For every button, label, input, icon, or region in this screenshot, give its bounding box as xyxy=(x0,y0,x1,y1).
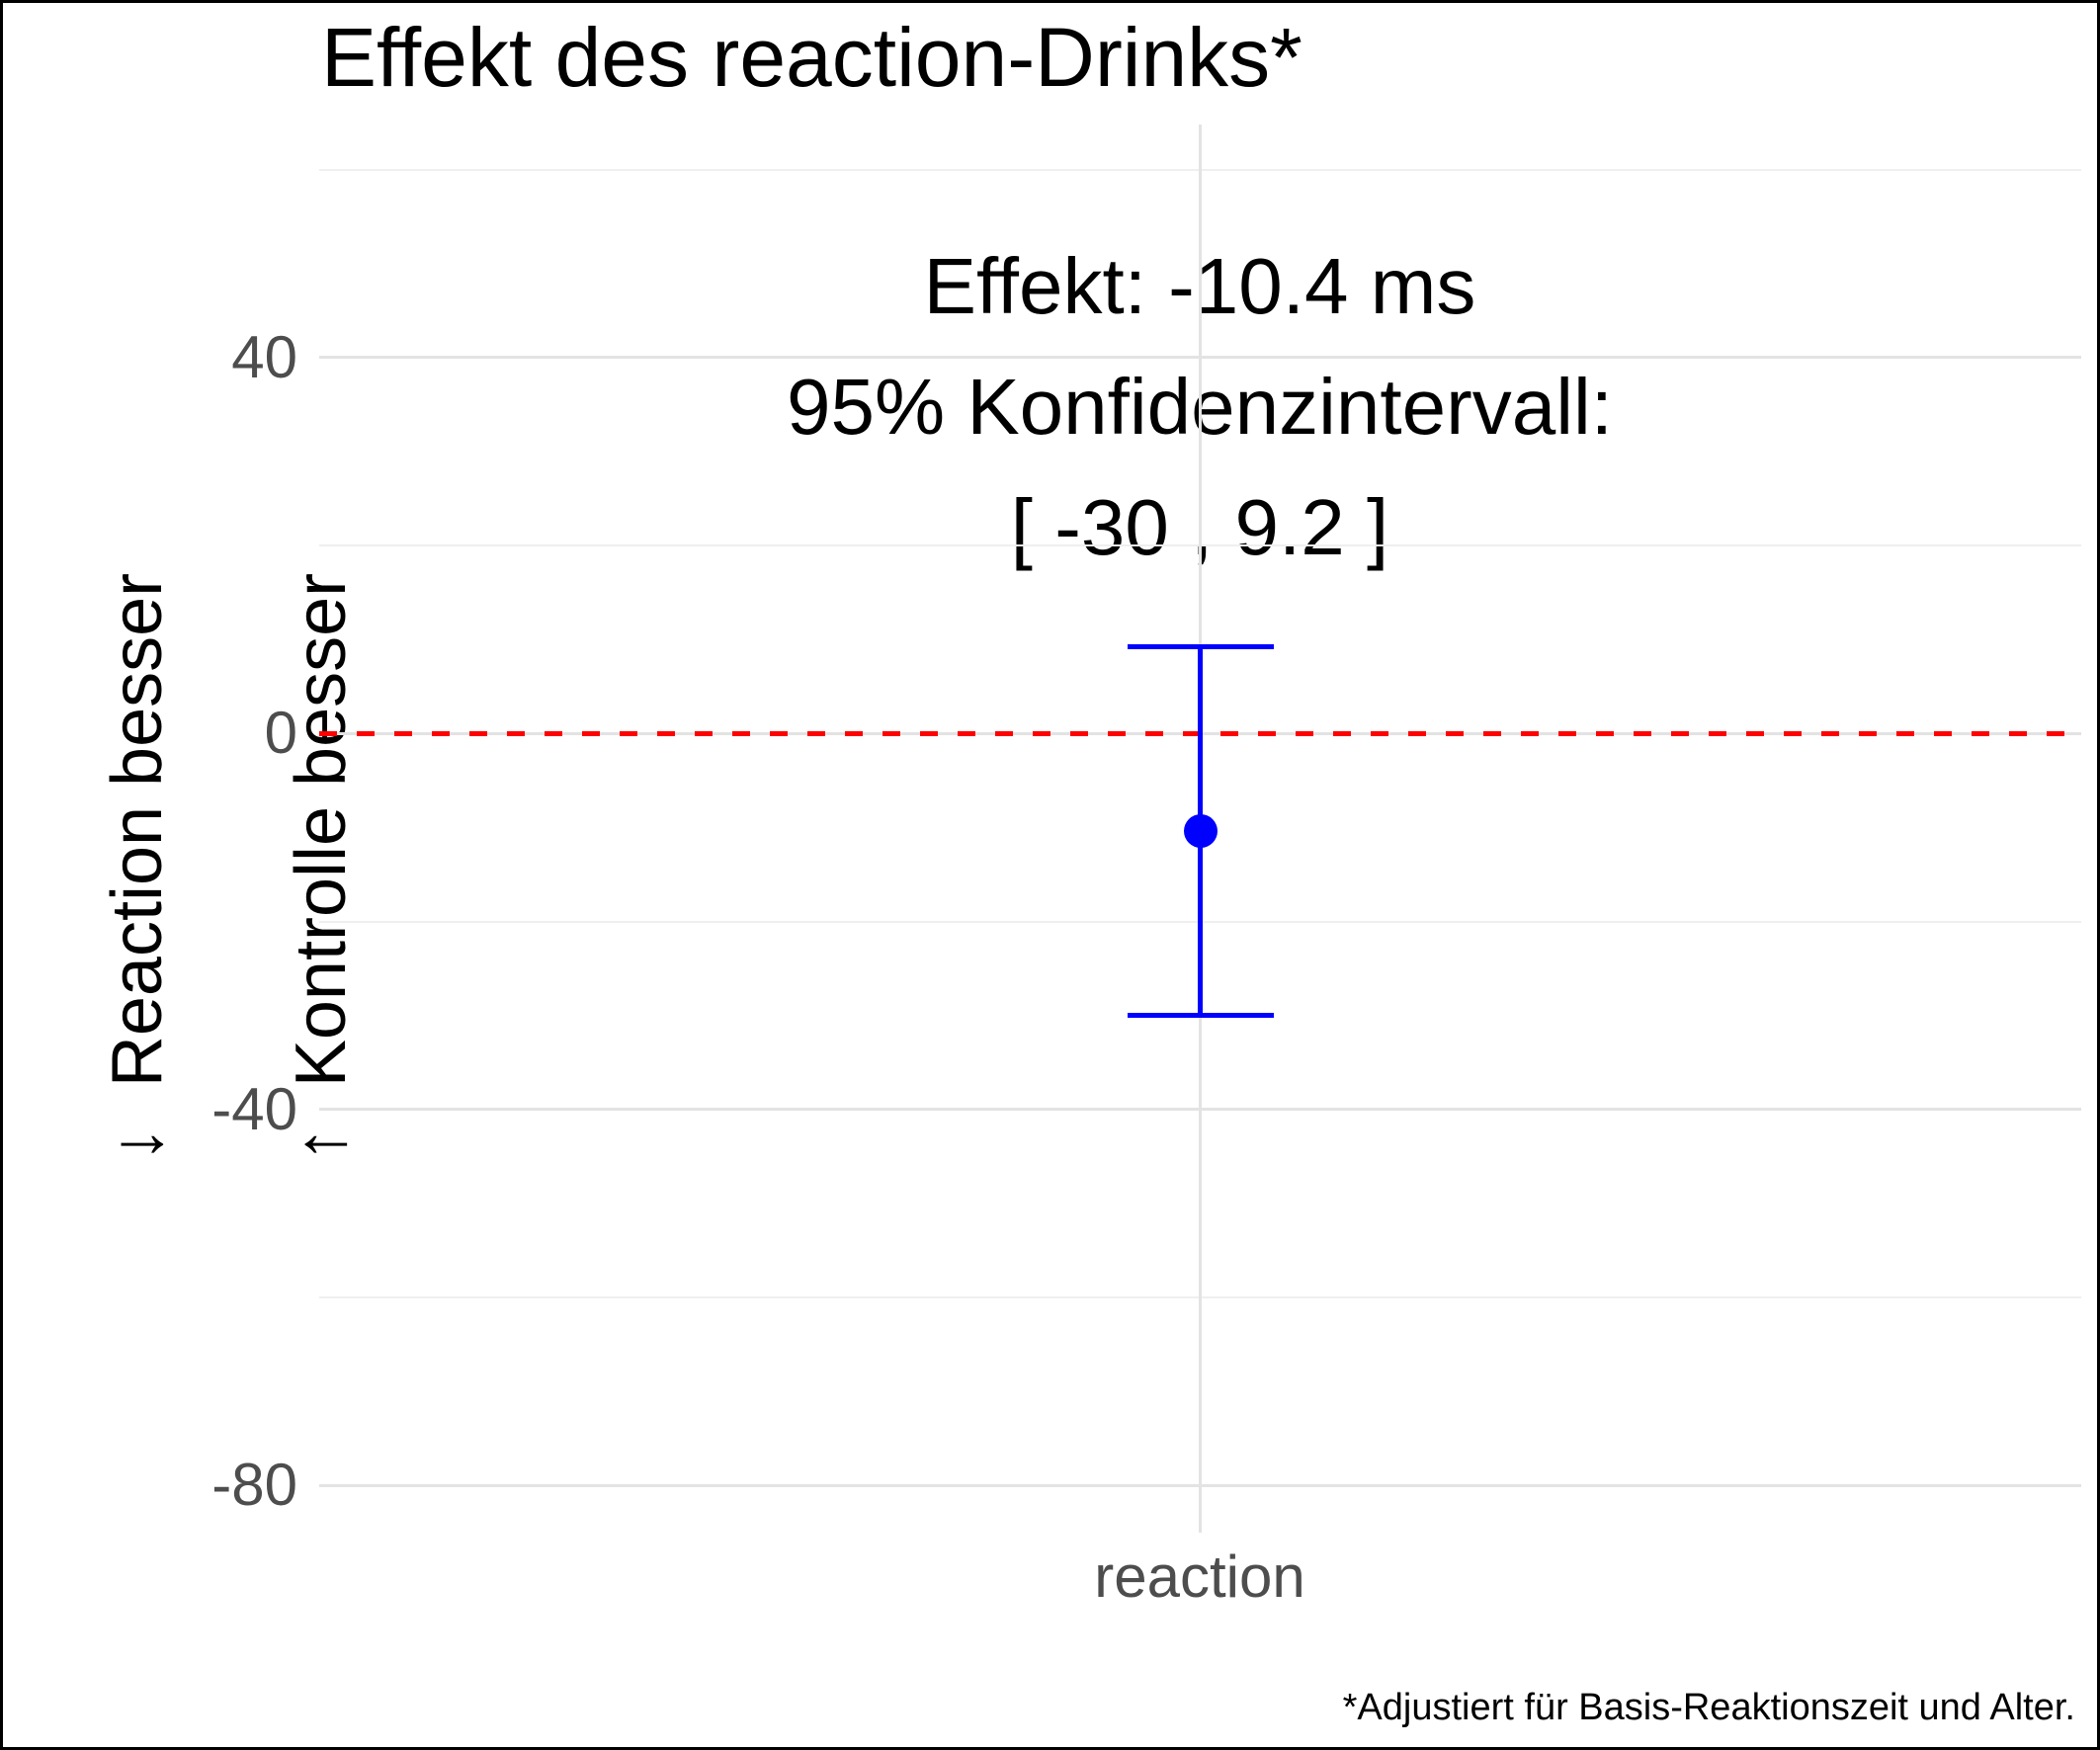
y-axis-tick-label: 40 xyxy=(231,323,297,390)
plot-panel xyxy=(319,125,2081,1533)
y-axis-tick-label: -80 xyxy=(211,1452,297,1519)
chart-title: Effekt des reaction-Drinks* xyxy=(321,11,1302,104)
effect-point xyxy=(1183,814,1218,849)
error-bar-cap-upper xyxy=(1127,644,1274,650)
y-axis-title-line-2-down-arrow: ↓ Reaction besser xyxy=(98,572,177,1163)
footnote: *Adjustiert für Basis-Reaktionszeit und … xyxy=(1342,1687,2075,1728)
error-bar-cap-lower xyxy=(1127,1013,1274,1019)
x-axis-tick-label: reaction xyxy=(1094,1543,1305,1610)
